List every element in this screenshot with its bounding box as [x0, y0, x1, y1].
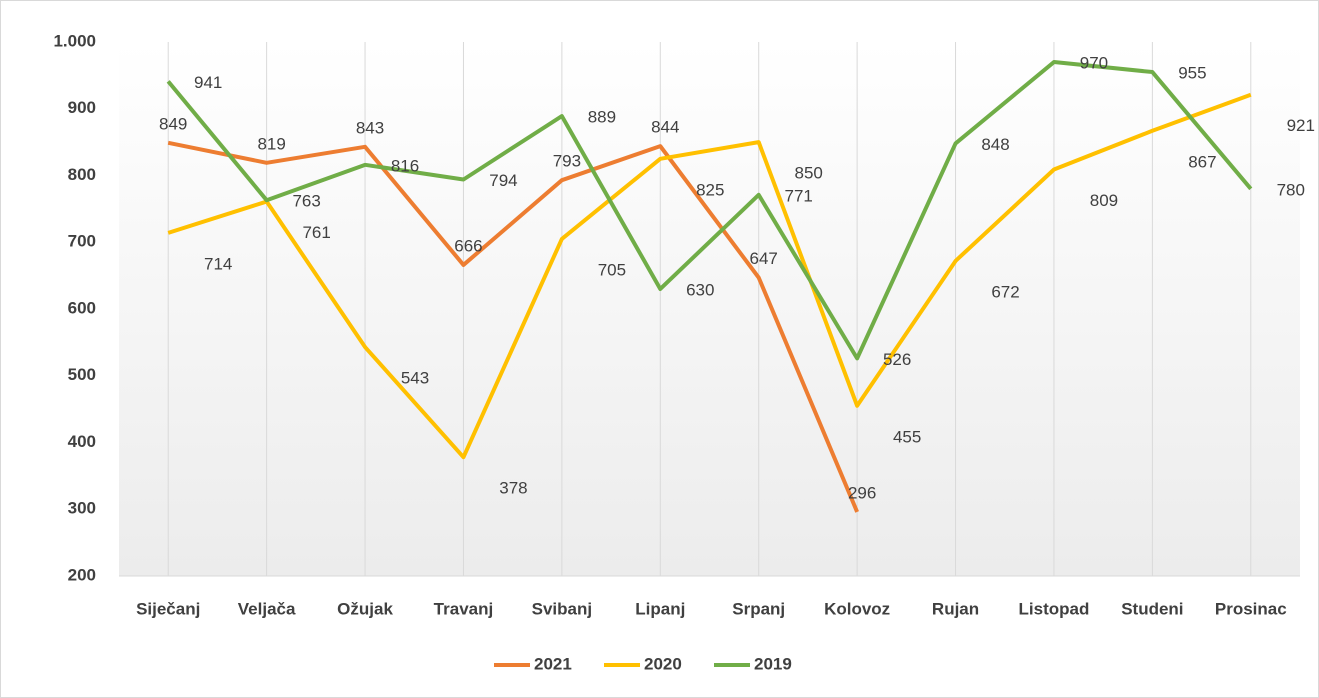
y-tick-label: 400	[68, 432, 96, 451]
series-line	[167, 140, 859, 513]
series-line	[167, 92, 1252, 460]
data-label: 526	[883, 350, 911, 369]
data-label: 825	[696, 180, 724, 199]
y-tick-label: 800	[68, 165, 96, 184]
y-tick-label: 900	[68, 98, 96, 117]
data-label: 763	[292, 192, 320, 211]
data-label: 771	[785, 186, 813, 205]
data-label: 761	[302, 223, 330, 242]
data-label: 296	[848, 483, 876, 502]
data-label: 941	[194, 73, 222, 92]
data-label: 889	[588, 108, 616, 127]
x-tick-label: Prosinac	[1215, 599, 1287, 618]
x-tick-label: Travanj	[434, 599, 494, 618]
y-tick-label: 600	[68, 298, 96, 317]
x-tick-label: Kolovoz	[824, 599, 890, 618]
data-label: 844	[651, 118, 679, 137]
series-line	[166, 60, 1253, 361]
data-label: 816	[391, 156, 419, 175]
legend-label: 2019	[754, 654, 792, 673]
x-tick-label: Ožujak	[337, 599, 393, 618]
data-label: 666	[454, 236, 482, 255]
x-tick-label: Listopad	[1019, 599, 1090, 618]
data-label: 850	[795, 164, 823, 183]
x-tick-label: Studeni	[1121, 599, 1183, 618]
data-label: 630	[686, 280, 714, 299]
legend-label: 2021	[534, 654, 572, 673]
data-label: 455	[893, 427, 921, 446]
y-tick-label: 700	[68, 232, 96, 251]
x-tick-label: Lipanj	[635, 599, 685, 618]
data-label: 809	[1090, 191, 1118, 210]
data-label: 378	[499, 479, 527, 498]
data-label: 867	[1188, 152, 1216, 171]
data-label: 921	[1287, 116, 1315, 135]
data-label: 714	[204, 254, 232, 273]
x-tick-label: Svibanj	[532, 599, 592, 618]
data-label: 543	[401, 369, 429, 388]
data-label: 955	[1178, 64, 1206, 83]
data-label: 819	[257, 134, 285, 153]
x-tick-label: Srpanj	[732, 599, 785, 618]
data-label: 849	[159, 114, 187, 133]
data-label: 848	[981, 135, 1009, 154]
data-label: 672	[991, 282, 1019, 301]
data-label: 843	[356, 118, 384, 137]
x-tick-label: Veljača	[238, 599, 296, 618]
data-label: 970	[1080, 54, 1108, 73]
y-tick-label: 1.000	[53, 31, 96, 50]
x-tick-label: Siječanj	[136, 599, 200, 618]
legend-label: 2020	[644, 654, 682, 673]
data-label: 647	[750, 249, 778, 268]
plot-area	[119, 42, 1300, 576]
data-label: 793	[553, 152, 581, 171]
y-tick-label: 300	[68, 499, 96, 518]
y-tick-label: 500	[68, 365, 96, 384]
data-label: 780	[1277, 180, 1305, 199]
data-label: 705	[598, 260, 626, 279]
data-label: 794	[489, 171, 517, 190]
y-tick-label: 200	[68, 565, 96, 584]
x-tick-label: Rujan	[932, 599, 979, 618]
